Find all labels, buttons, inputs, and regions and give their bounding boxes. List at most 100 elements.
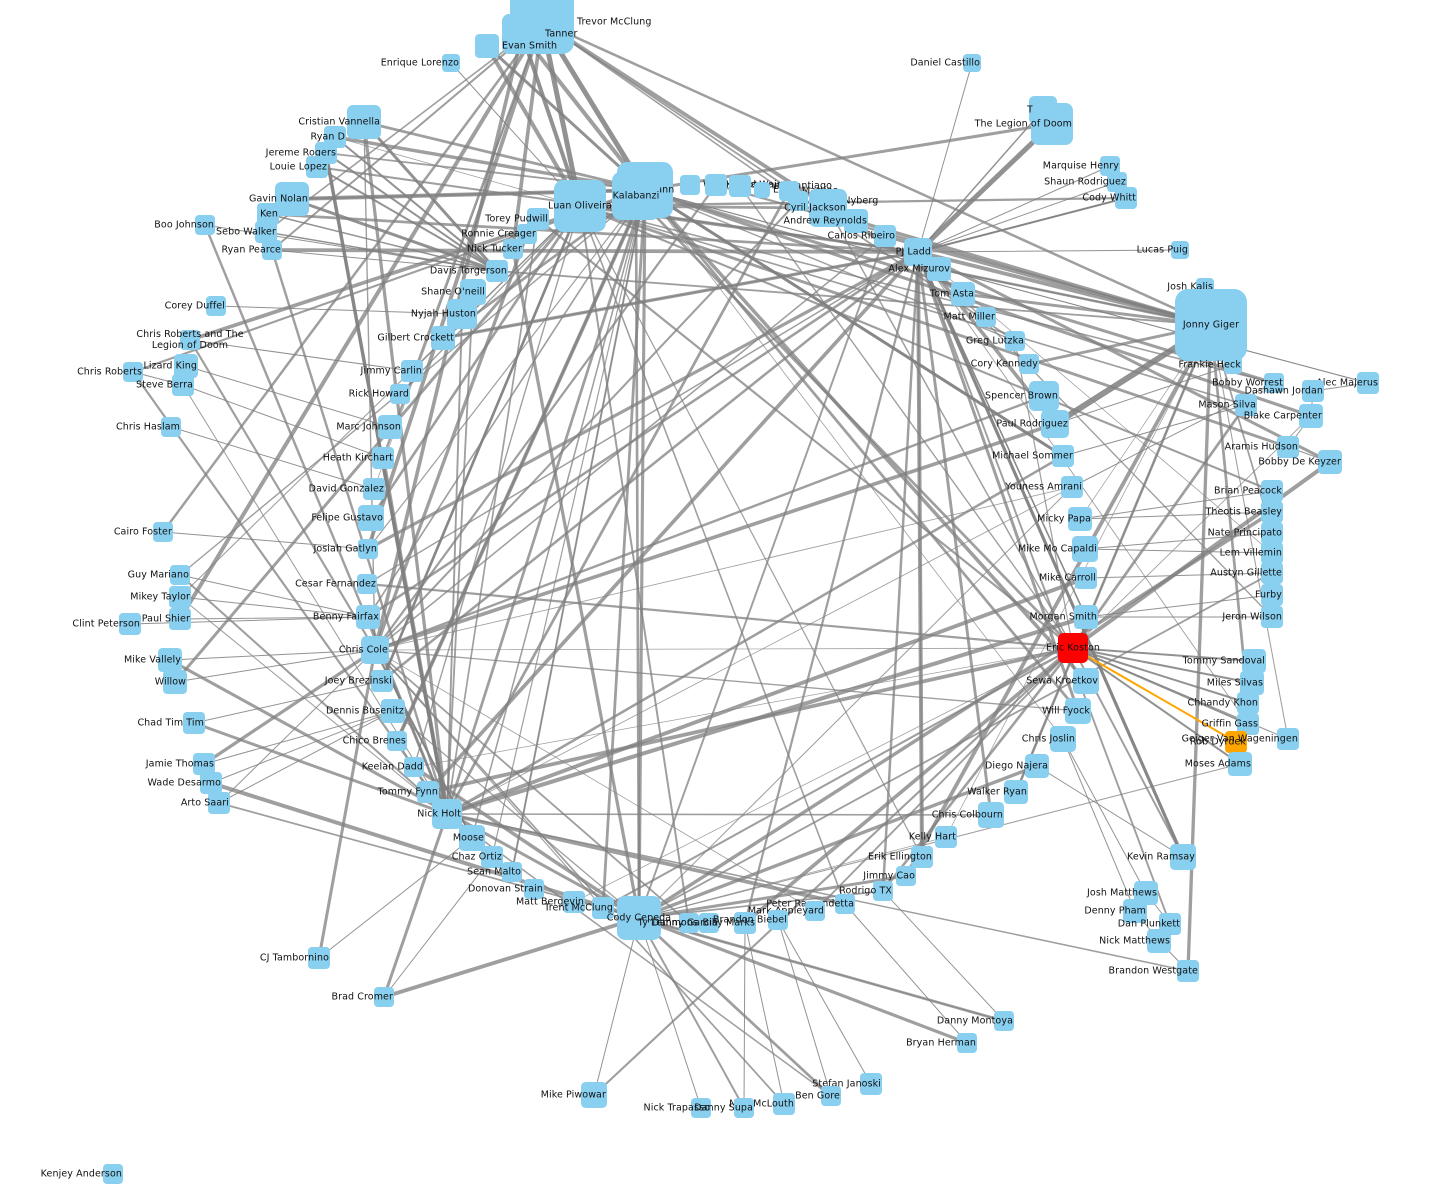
graph-node[interactable] — [308, 947, 330, 969]
graph-node[interactable] — [417, 781, 439, 803]
graph-node[interactable] — [1261, 480, 1283, 502]
graph-node[interactable] — [1100, 156, 1120, 176]
graph-node[interactable] — [158, 648, 182, 672]
graph-node[interactable] — [502, 862, 522, 882]
graph-node[interactable] — [123, 362, 143, 382]
graph-node[interactable] — [442, 54, 460, 72]
graph-node[interactable] — [169, 608, 191, 630]
graph-node[interactable] — [163, 670, 187, 694]
graph-node[interactable] — [1041, 410, 1069, 438]
graph-node[interactable] — [1242, 649, 1266, 673]
graph-node[interactable] — [206, 296, 226, 316]
graph-node[interactable] — [788, 191, 808, 211]
graph-node[interactable] — [371, 670, 393, 692]
graph-node[interactable] — [563, 891, 585, 913]
graph-node[interactable] — [1019, 354, 1039, 374]
graph-node[interactable] — [119, 613, 141, 635]
graph-node[interactable] — [1318, 450, 1342, 474]
graph-node[interactable] — [1277, 728, 1299, 750]
graph-node[interactable] — [372, 447, 394, 469]
graph-node[interactable] — [195, 215, 215, 235]
graph-node[interactable] — [699, 913, 719, 933]
graph-node[interactable] — [1025, 754, 1049, 778]
graph-node[interactable] — [705, 174, 727, 196]
graph-node[interactable] — [1235, 394, 1257, 416]
graph-node[interactable] — [306, 156, 328, 178]
graph-node[interactable] — [357, 574, 377, 594]
graph-node-secondary[interactable] — [1225, 731, 1247, 753]
graph-node[interactable] — [994, 1011, 1014, 1031]
graph-node[interactable] — [1005, 331, 1025, 351]
graph-node[interactable] — [1031, 103, 1073, 145]
graph-node[interactable] — [1147, 929, 1171, 953]
graph-node[interactable] — [180, 330, 200, 350]
graph-node[interactable] — [347, 105, 381, 139]
graph-node[interactable] — [1302, 380, 1324, 402]
graph-node[interactable] — [1068, 507, 1092, 531]
graph-node[interactable] — [1237, 713, 1259, 735]
graph-node[interactable] — [431, 326, 455, 350]
graph-node[interactable] — [1237, 692, 1259, 714]
graph-node[interactable] — [896, 866, 916, 886]
graph-node[interactable] — [1004, 780, 1028, 804]
graph-node[interactable] — [374, 987, 394, 1007]
graph-node[interactable] — [401, 360, 423, 382]
graph-node[interactable] — [1228, 752, 1252, 776]
graph-node[interactable] — [1357, 372, 1379, 394]
graph-node[interactable] — [805, 901, 825, 921]
graph-node[interactable] — [262, 240, 282, 260]
graph-node[interactable] — [835, 894, 855, 914]
graph-node[interactable] — [957, 1033, 977, 1053]
graph-node[interactable] — [381, 699, 405, 723]
graph-node[interactable] — [1052, 445, 1074, 467]
graph-node[interactable] — [275, 182, 309, 216]
graph-node[interactable] — [1072, 536, 1098, 562]
graph-node[interactable] — [679, 913, 699, 933]
graph-node[interactable] — [404, 757, 424, 777]
graph-node[interactable] — [1261, 522, 1283, 544]
graph-node[interactable] — [1050, 726, 1076, 752]
graph-node[interactable] — [1264, 373, 1284, 393]
graph-node[interactable] — [200, 772, 222, 794]
graph-node-highlighted[interactable] — [1058, 633, 1088, 663]
graph-node[interactable] — [378, 415, 402, 439]
graph-node[interactable] — [1029, 381, 1059, 411]
graph-node[interactable] — [1261, 501, 1283, 523]
graph-node[interactable] — [517, 224, 537, 244]
graph-node[interactable] — [103, 1164, 123, 1184]
graph-node[interactable] — [1171, 241, 1189, 259]
graph-node[interactable] — [809, 189, 847, 227]
graph-node[interactable] — [592, 897, 614, 919]
graph-node[interactable] — [581, 1082, 607, 1108]
graph-node[interactable] — [976, 307, 996, 327]
graph-node[interactable] — [459, 825, 485, 851]
graph-node[interactable] — [680, 175, 700, 195]
graph-node[interactable] — [612, 172, 660, 220]
graph-node[interactable] — [524, 879, 544, 899]
graph-node[interactable] — [1177, 960, 1199, 982]
graph-node[interactable] — [1261, 562, 1283, 584]
graph-node[interactable] — [257, 203, 279, 225]
graph-node[interactable] — [1224, 356, 1242, 374]
graph-node[interactable] — [1261, 584, 1283, 606]
graph-node[interactable] — [1175, 289, 1247, 361]
graph-node[interactable] — [1074, 605, 1098, 629]
graph-node[interactable] — [170, 565, 190, 585]
graph-node[interactable] — [729, 175, 751, 197]
graph-node[interactable] — [153, 522, 173, 542]
graph-node[interactable] — [1073, 668, 1099, 694]
graph-node[interactable] — [1115, 187, 1137, 209]
graph-node[interactable] — [503, 239, 523, 259]
graph-node[interactable] — [1261, 606, 1283, 628]
graph-node[interactable] — [691, 1098, 711, 1118]
graph-node[interactable] — [860, 1073, 882, 1095]
graph-node[interactable] — [208, 792, 230, 814]
graph-node[interactable] — [356, 605, 380, 629]
graph-node[interactable] — [874, 225, 896, 247]
graph-node[interactable] — [358, 505, 384, 531]
graph-node[interactable] — [481, 846, 503, 868]
graph-node[interactable] — [1299, 404, 1323, 428]
graph-node[interactable] — [361, 636, 389, 664]
graph-node[interactable] — [963, 54, 981, 72]
